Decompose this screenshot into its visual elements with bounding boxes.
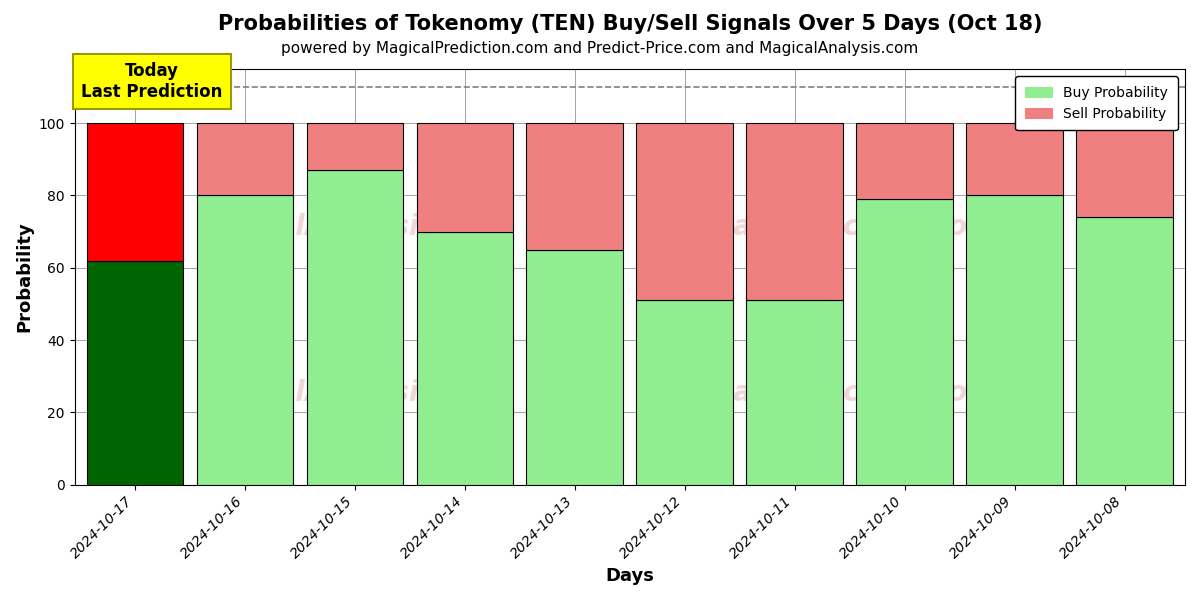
Bar: [857, 123, 953, 199]
Text: calAnalysis.com: calAnalysis.com: [260, 213, 510, 241]
Title: Probabilities of Tokenomy (TEN) Buy/Sell Signals Over 5 Days (Oct 18): Probabilities of Tokenomy (TEN) Buy/Sell…: [217, 14, 1042, 34]
Bar: [307, 123, 403, 170]
Bar: [966, 196, 1063, 485]
Bar: [857, 199, 953, 485]
Bar: [416, 123, 514, 232]
Text: MagicalPrediction.com: MagicalPrediction.com: [641, 379, 996, 407]
Bar: [1076, 217, 1172, 485]
Bar: [636, 123, 733, 300]
Text: powered by MagicalPrediction.com and Predict-Price.com and MagicalAnalysis.com: powered by MagicalPrediction.com and Pre…: [281, 41, 919, 56]
Bar: [86, 260, 184, 485]
Bar: [966, 123, 1063, 196]
Text: MagicalPrediction.com: MagicalPrediction.com: [641, 213, 996, 241]
Bar: [197, 196, 294, 485]
Bar: [86, 123, 184, 260]
X-axis label: Days: Days: [605, 567, 654, 585]
Legend: Buy Probability, Sell Probability: Buy Probability, Sell Probability: [1015, 76, 1178, 130]
Bar: [527, 123, 623, 250]
Y-axis label: Probability: Probability: [16, 221, 34, 332]
Bar: [636, 300, 733, 485]
Bar: [527, 250, 623, 485]
Bar: [197, 123, 294, 196]
Bar: [746, 123, 844, 300]
Text: Today
Last Prediction: Today Last Prediction: [80, 62, 222, 101]
Bar: [1076, 123, 1172, 217]
Bar: [746, 300, 844, 485]
Bar: [307, 170, 403, 485]
Bar: [416, 232, 514, 485]
Text: calAnalysis.com: calAnalysis.com: [260, 379, 510, 407]
